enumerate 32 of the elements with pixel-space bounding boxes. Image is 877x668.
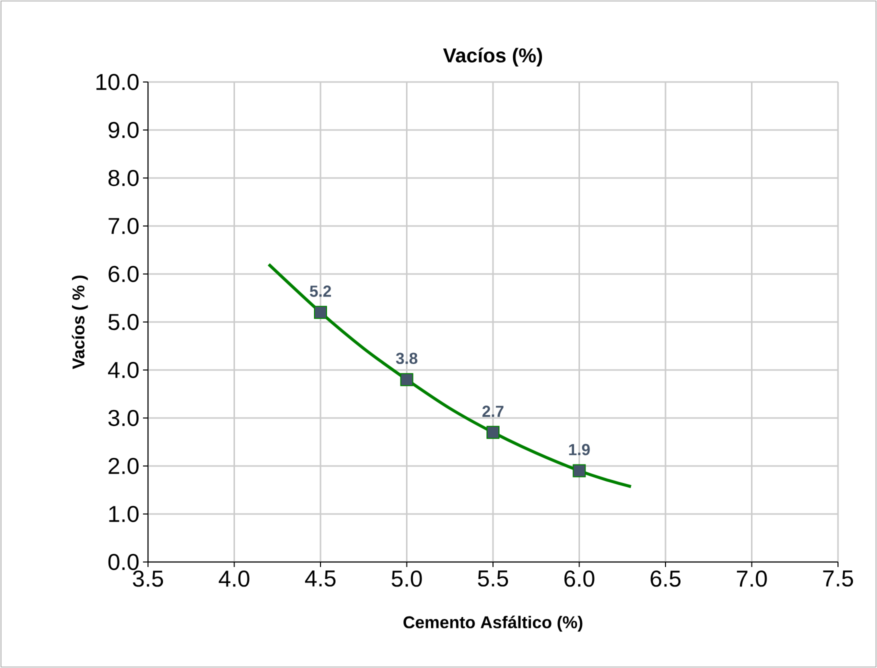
line-series <box>267 262 633 488</box>
y-tick-label: 7.0 <box>108 218 139 234</box>
y-tick-label: 1.0 <box>109 506 139 522</box>
y-tick-label: 5.0 <box>108 314 139 330</box>
x-tick-label: 7.5 <box>823 570 854 587</box>
y-tick-label: 8.0 <box>108 170 139 186</box>
x-tick-label: 7.0 <box>736 570 767 587</box>
y-tick-label: 6.0 <box>108 266 139 282</box>
point <box>314 306 328 319</box>
x-tick-label: 4.5 <box>305 570 336 587</box>
y-tick-label: 10.0 <box>96 74 139 90</box>
x-tick-label: 5.5 <box>478 570 508 587</box>
y-tick-label: 0.0 <box>108 554 139 570</box>
y-tick-label: 2.0 <box>108 458 139 474</box>
x-tick-label: 6.0 <box>564 570 594 587</box>
y-tick-label: 4.0 <box>108 362 139 378</box>
point <box>486 426 500 439</box>
x-axis-title: Cemento Asfáltico (%) <box>403 616 582 632</box>
y-axis-title: Vacíos ( % ) <box>72 276 88 370</box>
data-label: 1.9 <box>569 444 590 456</box>
chart-title: Vacíos (%) <box>443 48 542 66</box>
x-tick-label: 6.5 <box>650 570 681 587</box>
y-tick-label: 9.0 <box>108 122 139 138</box>
data-label: 3.8 <box>396 352 418 364</box>
x-tick-label: 5.0 <box>392 570 422 587</box>
data-label: 5.2 <box>310 286 331 297</box>
x-tick-label: 3.5 <box>132 570 164 587</box>
point <box>572 464 586 478</box>
x-tick-label: 4.0 <box>218 570 250 587</box>
y-tick-label: 3.0 <box>108 410 139 426</box>
data-label: 2.7 <box>482 406 504 417</box>
point <box>400 373 414 386</box>
